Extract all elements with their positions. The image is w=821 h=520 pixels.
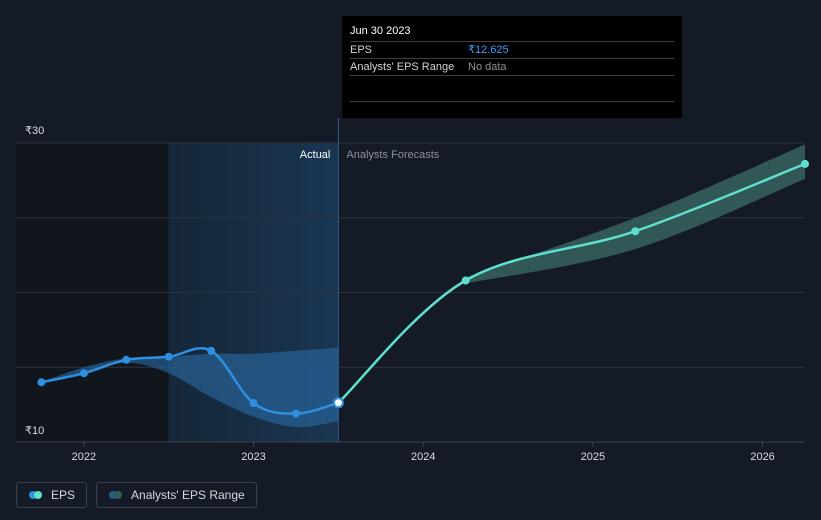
tooltip-spacer <box>350 76 674 102</box>
tooltip-range-label: Analysts' EPS Range <box>350 61 455 73</box>
eps-forecast-point-1 <box>461 276 470 285</box>
eps-actual-point-3 <box>164 352 173 361</box>
y-tick-label-bottom: ₹10 <box>25 425 44 437</box>
tooltip-range-value: No data <box>468 61 507 73</box>
y-tick-label-top: ₹30 <box>25 125 44 137</box>
x-tick-label-3: 2025 <box>581 451 605 463</box>
legend-range-label: Analysts' EPS Range <box>131 488 245 502</box>
legend-range-button[interactable]: Analysts' EPS Range <box>96 482 257 508</box>
eps-actual-point-1 <box>79 369 88 378</box>
eps-actual-point-6 <box>291 409 300 418</box>
tooltip-eps-value: ₹12.625 <box>468 44 509 56</box>
eps-forecast-point-2 <box>631 227 640 236</box>
tooltip-range-row: Analysts' EPS Range No data <box>350 59 674 76</box>
tooltip-eps-row: EPS ₹12.625 <box>350 42 674 59</box>
chart-legend: EPS Analysts' EPS Range <box>16 482 257 508</box>
actual-eps-range-band <box>41 347 339 428</box>
legend-eps-label: EPS <box>51 488 76 502</box>
range-swatch-icon <box>109 491 123 499</box>
tooltip-date: Jun 30 2023 <box>350 25 674 42</box>
x-tick-label-2: 2024 <box>411 451 435 463</box>
eps-actual-line <box>41 347 339 415</box>
eps-forecast-line <box>337 162 806 404</box>
eps-hover-point <box>332 397 344 409</box>
legend-eps-button[interactable]: EPS <box>16 482 88 508</box>
hover-tooltip: Jun 30 2023 EPS ₹12.625 Analysts' EPS Ra… <box>342 16 682 118</box>
eps-actual-point-5 <box>249 399 258 408</box>
forecast-period-label: Analysts Forecasts <box>346 149 439 161</box>
tooltip-eps-label: EPS <box>350 44 373 56</box>
eps-forecast-point-3 <box>801 159 809 168</box>
x-tick-label-0: 2022 <box>72 451 96 463</box>
x-tick-label-1: 2023 <box>241 451 265 463</box>
eps-actual-point-4 <box>207 346 216 355</box>
eps-actual-point-2 <box>122 355 131 364</box>
forecast-eps-range-band <box>465 144 805 284</box>
eps-actual-point-0 <box>37 378 46 387</box>
eps-swatch-icon <box>29 491 43 499</box>
x-tick-label-4: 2026 <box>750 451 774 463</box>
actual-period-label: Actual <box>300 149 331 161</box>
